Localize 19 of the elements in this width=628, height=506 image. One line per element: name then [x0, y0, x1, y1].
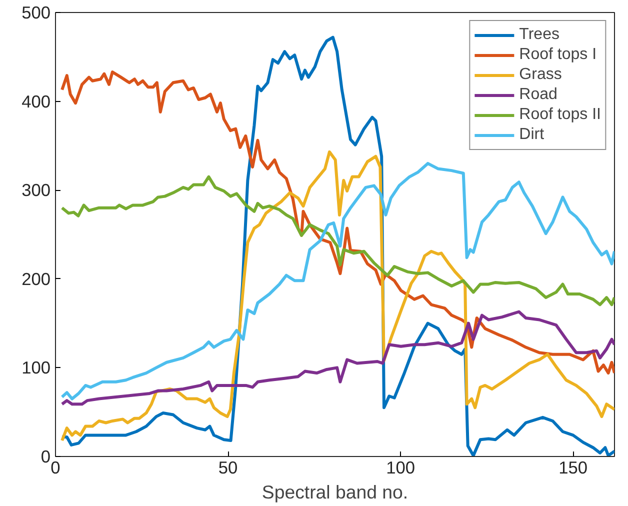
x-tick-label: 100	[386, 458, 416, 478]
line-series	[60, 162, 614, 400]
legend-label: Roof tops I	[519, 46, 597, 64]
y-tick-label: 300	[22, 180, 51, 200]
legend-label: Grass	[519, 66, 562, 84]
line-series	[60, 175, 614, 306]
y-tick-label: 400	[22, 91, 51, 112]
y-tick-label: 200	[22, 268, 51, 289]
x-axis-title: Spectral band no.	[262, 482, 408, 502]
legend-label: Trees	[519, 26, 560, 44]
legend-label: Road	[519, 86, 558, 104]
x-tick-label: 50	[218, 458, 238, 478]
y-tick-label: 100	[22, 358, 51, 378]
line-series	[60, 150, 614, 442]
line-series	[60, 310, 614, 406]
y-tick-label: 500	[22, 2, 51, 22]
legend-label: Dirt	[519, 126, 544, 144]
x-tick-label: 150	[558, 458, 588, 478]
legend-label: Roof tops II	[519, 106, 601, 124]
